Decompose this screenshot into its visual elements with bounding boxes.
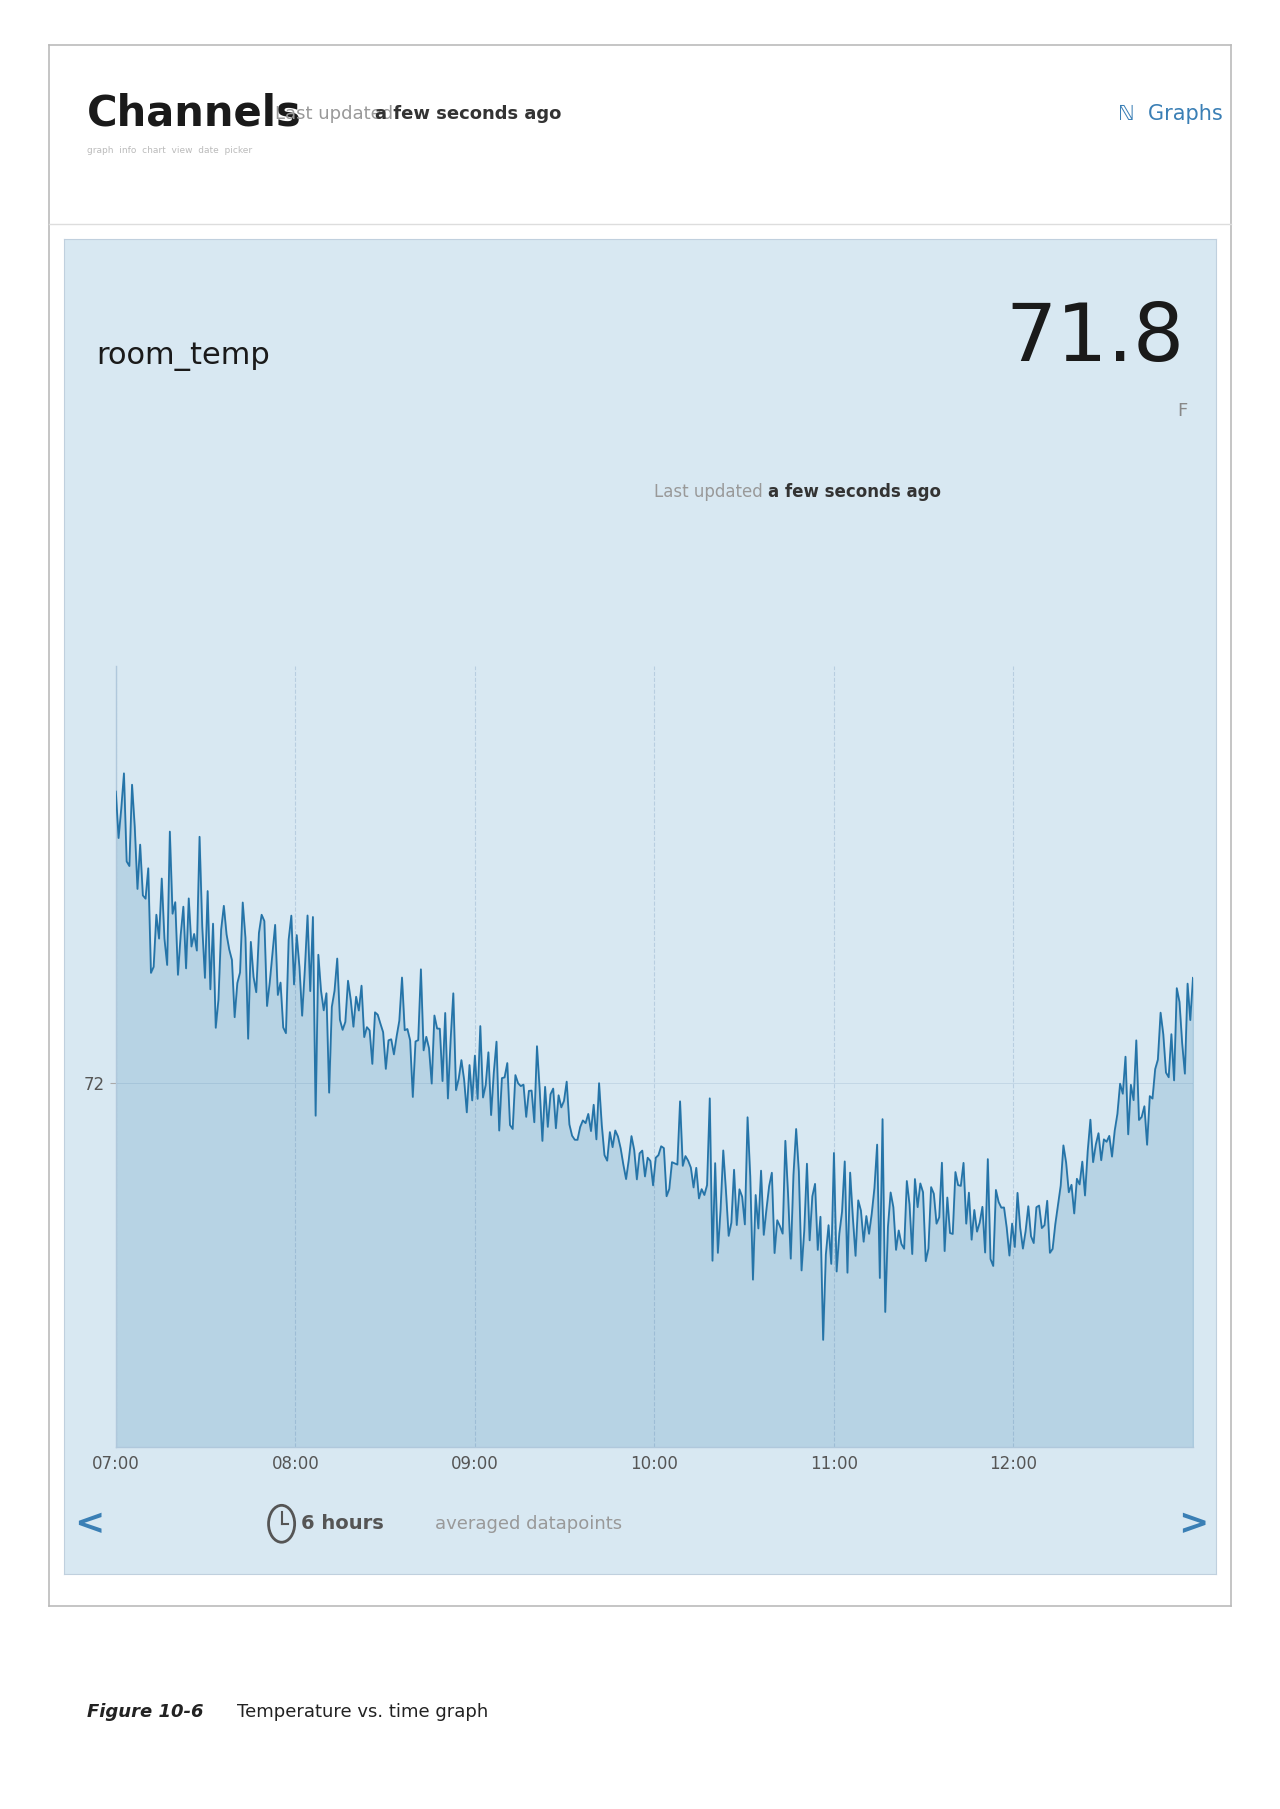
Text: 6 hours: 6 hours [301, 1514, 384, 1534]
Text: Last updated: Last updated [275, 105, 399, 123]
Text: ℕ  Graphs: ℕ Graphs [1117, 103, 1222, 125]
Text: >: > [1178, 1507, 1208, 1541]
Text: Figure 10-6: Figure 10-6 [87, 1702, 204, 1720]
Text: F: F [1178, 402, 1188, 420]
Text: Temperature vs. time graph: Temperature vs. time graph [237, 1702, 488, 1720]
Text: averaged datapoints: averaged datapoints [435, 1514, 622, 1532]
Text: a few seconds ago: a few seconds ago [768, 483, 941, 501]
Text: a few seconds ago: a few seconds ago [375, 105, 562, 123]
Text: 71.8: 71.8 [1005, 300, 1184, 378]
Text: graph  info  chart  view  date  picker: graph info chart view date picker [87, 147, 252, 154]
Text: <: < [74, 1507, 105, 1541]
Text: Channels: Channels [87, 92, 302, 136]
Text: room_temp: room_temp [96, 342, 270, 371]
Text: Last updated: Last updated [654, 483, 768, 501]
